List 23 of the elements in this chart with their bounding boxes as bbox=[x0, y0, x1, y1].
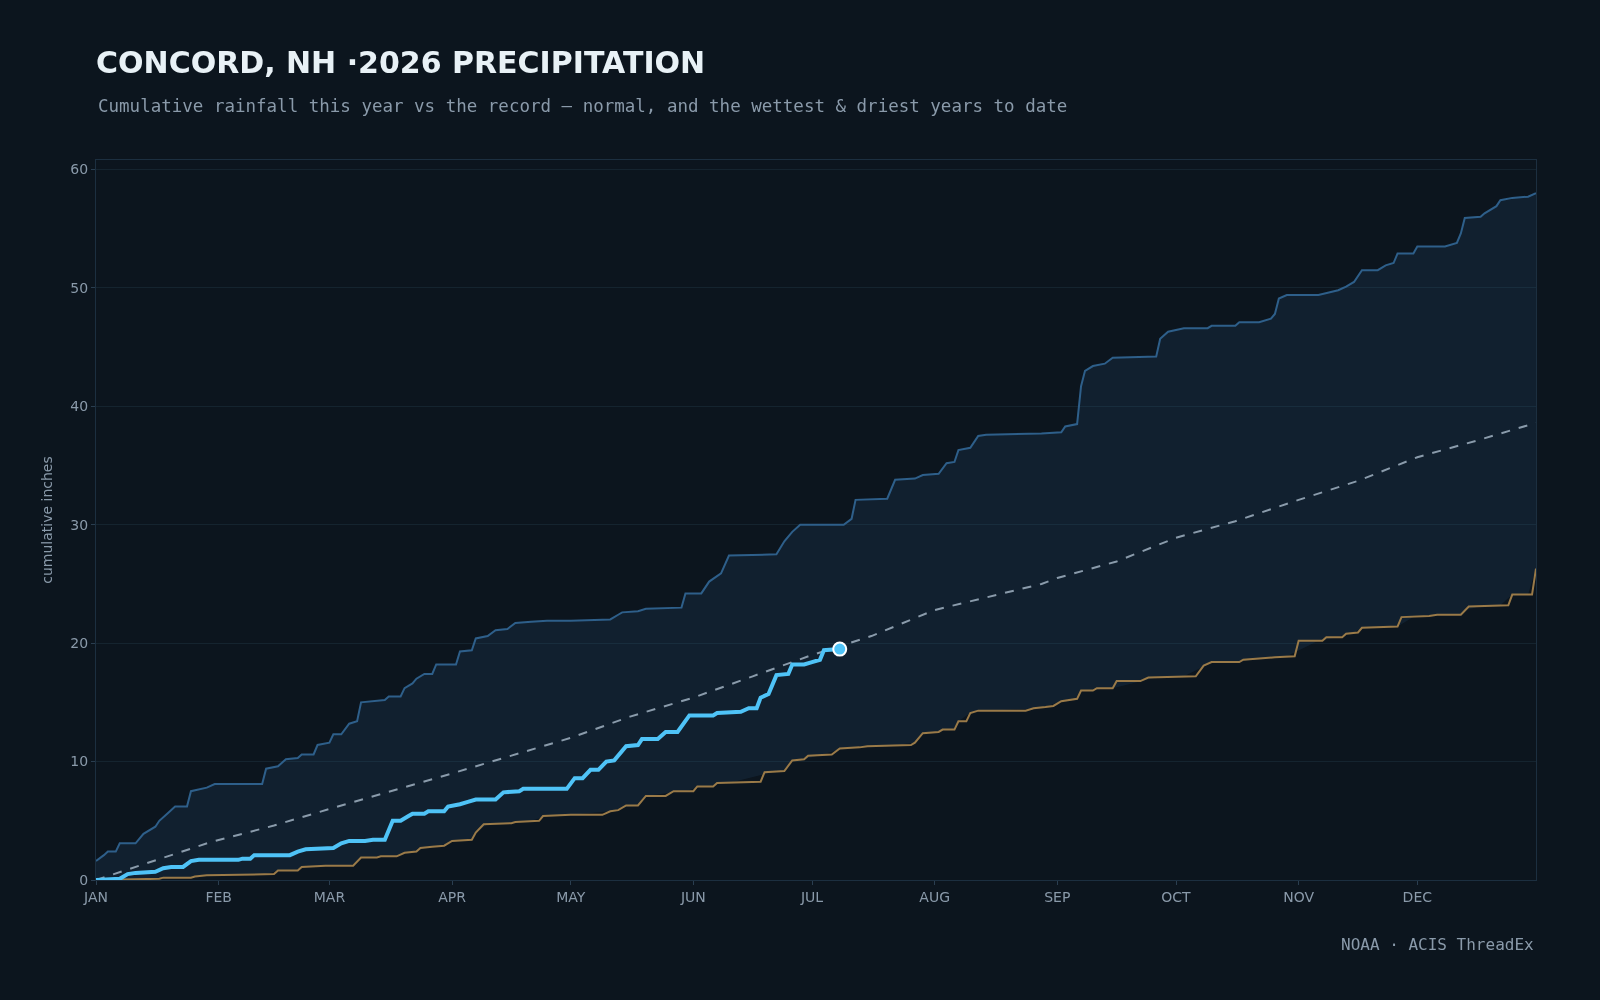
x-tick-label: MAR bbox=[313, 888, 346, 905]
x-tick-label: JUL bbox=[799, 888, 824, 905]
x-tick-label: DEC bbox=[1402, 888, 1433, 905]
y-tick-label: 50 bbox=[70, 279, 89, 296]
text: NOAA · ACIS ThreadEx bbox=[1341, 935, 1535, 954]
y-tick-label: 30 bbox=[70, 516, 89, 533]
y-tick-label: 10 bbox=[70, 753, 89, 770]
x-tick-label: OCT bbox=[1161, 888, 1192, 905]
x-tick-label: JUN bbox=[679, 888, 706, 905]
y-tick-label: 40 bbox=[70, 398, 89, 415]
x-tick-label: SEP bbox=[1044, 888, 1071, 905]
y-tick-label: 20 bbox=[70, 635, 89, 652]
x-tick-label: APR bbox=[438, 888, 467, 905]
x-tick-label: FEB bbox=[205, 888, 232, 905]
chart-title: CONCORD, NH ·2026 PRECIPITATION bbox=[96, 44, 706, 80]
x-tick-label: JAN bbox=[83, 888, 108, 905]
x-tick-label: MAY bbox=[556, 888, 586, 905]
y-axis-title: cumulative inches bbox=[38, 456, 55, 584]
x-tick-label: AUG bbox=[919, 888, 951, 905]
chart-subtitle: Cumulative rainfall this year vs the record — normal, and the wettest & driest years to date bbox=[98, 96, 1068, 116]
y-tick-label: 0 bbox=[79, 871, 89, 888]
y-tick-label: 60 bbox=[70, 161, 89, 178]
x-tick-label: NOV bbox=[1283, 888, 1315, 905]
